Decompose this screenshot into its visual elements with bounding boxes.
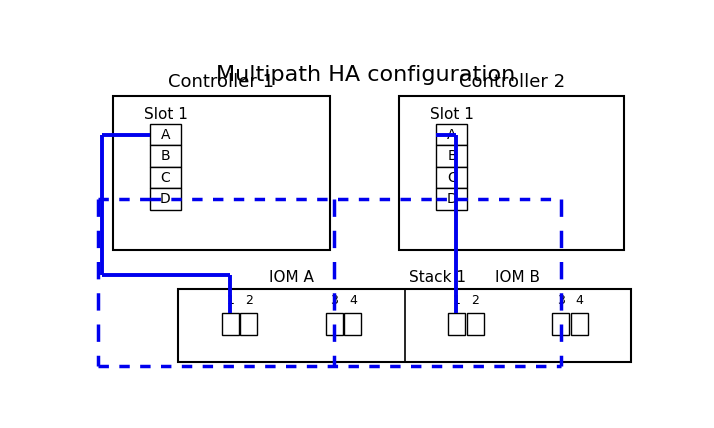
Text: C: C — [447, 171, 457, 184]
Text: Controller 2: Controller 2 — [458, 73, 565, 92]
Bar — [326, 313, 343, 335]
Text: A: A — [447, 128, 457, 142]
Bar — [150, 188, 181, 210]
Bar — [240, 313, 257, 335]
Bar — [466, 313, 483, 335]
Text: IOM B: IOM B — [496, 270, 540, 285]
Bar — [436, 124, 468, 145]
Bar — [178, 288, 631, 362]
Bar — [552, 313, 569, 335]
Text: 4: 4 — [575, 294, 583, 307]
Text: 3: 3 — [331, 294, 338, 307]
Text: 4: 4 — [349, 294, 357, 307]
Text: B: B — [161, 149, 170, 163]
Bar — [399, 96, 624, 250]
Text: Slot 1: Slot 1 — [431, 107, 474, 122]
Text: Multipath HA configuration: Multipath HA configuration — [216, 65, 516, 85]
Text: C: C — [161, 171, 170, 184]
Bar — [448, 313, 465, 335]
Text: D: D — [446, 192, 458, 206]
Text: B: B — [447, 149, 457, 163]
Bar — [436, 188, 468, 210]
Bar — [570, 313, 588, 335]
Bar — [344, 313, 361, 335]
Bar — [150, 145, 181, 167]
Text: 2: 2 — [471, 294, 479, 307]
Bar — [150, 167, 181, 188]
Text: Controller 1: Controller 1 — [168, 73, 274, 92]
Bar — [436, 167, 468, 188]
Text: D: D — [160, 192, 171, 206]
Bar — [150, 124, 181, 145]
Text: 3: 3 — [557, 294, 565, 307]
Bar — [221, 313, 238, 335]
Bar — [436, 145, 468, 167]
Text: 1: 1 — [453, 294, 461, 307]
Bar — [113, 96, 329, 250]
Text: A: A — [161, 128, 170, 142]
Text: IOM A: IOM A — [269, 270, 314, 285]
Text: Stack 1: Stack 1 — [408, 270, 466, 285]
Text: 1: 1 — [226, 294, 234, 307]
Text: 2: 2 — [245, 294, 253, 307]
Text: Slot 1: Slot 1 — [144, 107, 187, 122]
